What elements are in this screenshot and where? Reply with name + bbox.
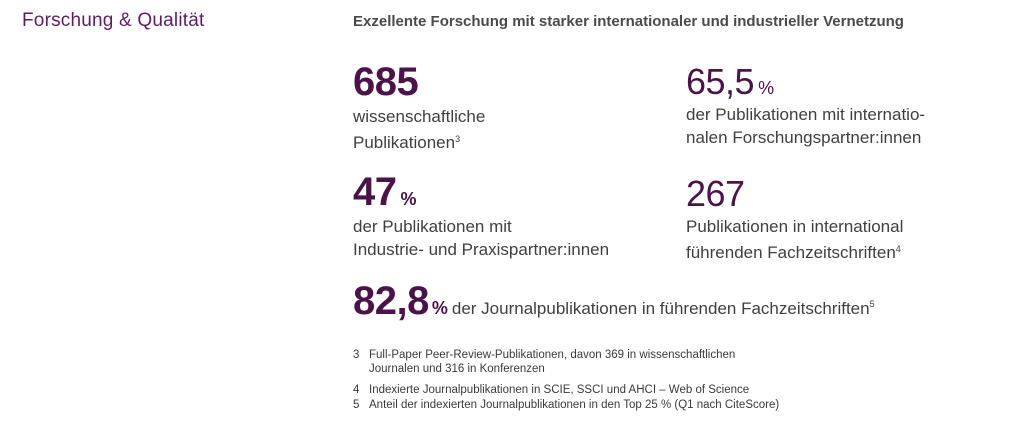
footnote-number: 3 bbox=[353, 349, 360, 361]
stat-unit: % bbox=[758, 78, 775, 98]
footnote-item: 4 Indexierte Journalpublikationen in SCI… bbox=[353, 383, 779, 397]
footnotes: 3 Full-Paper Peer-Review-Publikationen, … bbox=[353, 348, 779, 413]
stat-desc-line: der Publikationen mit internatio- bbox=[686, 105, 926, 124]
stat-number-row: 685 bbox=[353, 62, 485, 102]
stat-desc-line: führenden Fachzeitschriften4 bbox=[686, 238, 903, 264]
stat-number-row: 47% bbox=[353, 172, 609, 212]
stat-desc-line: Publikationen3 bbox=[353, 128, 485, 154]
stat-value: 685 bbox=[353, 60, 419, 104]
stat-desc-text: führenden Fachzeitschriften bbox=[686, 243, 896, 262]
stat-unit: % bbox=[400, 189, 417, 209]
stat-desc-line: der Publikationen mit bbox=[353, 217, 512, 236]
footnote-item: 3 Full-Paper Peer-Review-Publikationen, … bbox=[353, 348, 779, 376]
footnote-text: Anteil der indexierten Journalpublikatio… bbox=[369, 399, 780, 411]
stat-number-row: 267 bbox=[686, 176, 903, 212]
footnote-ref: 3 bbox=[455, 134, 461, 144]
footnote-ref: 4 bbox=[895, 244, 901, 254]
stat-value: 82,8 bbox=[353, 279, 429, 323]
stat-description: der Publikationen mit internatio- nalen … bbox=[686, 103, 925, 149]
stat-description: der Publikationen mit Industrie- und Pra… bbox=[353, 215, 609, 261]
stat-international-share: 65,5% der Publikationen mit internatio- … bbox=[686, 64, 925, 149]
footnote-item: 5 Anteil der indexierten Journalpublikat… bbox=[353, 398, 779, 412]
stat-value: 47 bbox=[353, 170, 397, 214]
stat-desc-text: Publikationen bbox=[353, 133, 456, 152]
headline: Exzellente Forschung mit starker interna… bbox=[353, 13, 904, 30]
stat-description: der Journalpublikationen in führenden Fa… bbox=[451, 299, 870, 318]
footnote-number: 4 bbox=[353, 384, 360, 396]
footnote-text: Indexierte Journalpublikationen in SCIE,… bbox=[369, 384, 750, 396]
stat-description: wissenschaftliche Publikationen3 bbox=[353, 105, 485, 154]
footnote-text: Full-Paper Peer-Review-Publikationen, da… bbox=[369, 349, 736, 375]
footnote-number: 5 bbox=[353, 399, 360, 411]
stat-q1-share: 82,8% der Journalpublikationen in führend… bbox=[353, 281, 875, 321]
stat-value: 65,5 bbox=[686, 61, 755, 102]
stat-industry-share: 47% der Publikationen mit Industrie- und… bbox=[353, 172, 609, 261]
stat-description: Publikationen in international führenden… bbox=[686, 215, 903, 264]
stat-desc-line: Industrie- und Praxispartner:innen bbox=[353, 240, 610, 259]
stat-unit: % bbox=[431, 298, 448, 318]
stat-desc-line: Publikationen in international bbox=[686, 217, 904, 236]
stat-value: 267 bbox=[686, 173, 745, 214]
stat-number-row: 65,5% bbox=[686, 64, 925, 100]
stat-leading-journals: 267 Publikationen in international führe… bbox=[686, 176, 903, 264]
stat-publications: 685 wissenschaftliche Publikationen3 bbox=[353, 62, 485, 154]
stat-desc-line: nalen Forschungspartner:innen bbox=[686, 128, 922, 147]
section-title: Forschung & Qualität bbox=[22, 10, 205, 31]
stat-desc-line: wissenschaftliche bbox=[353, 107, 486, 126]
footnote-ref: 5 bbox=[869, 299, 875, 309]
